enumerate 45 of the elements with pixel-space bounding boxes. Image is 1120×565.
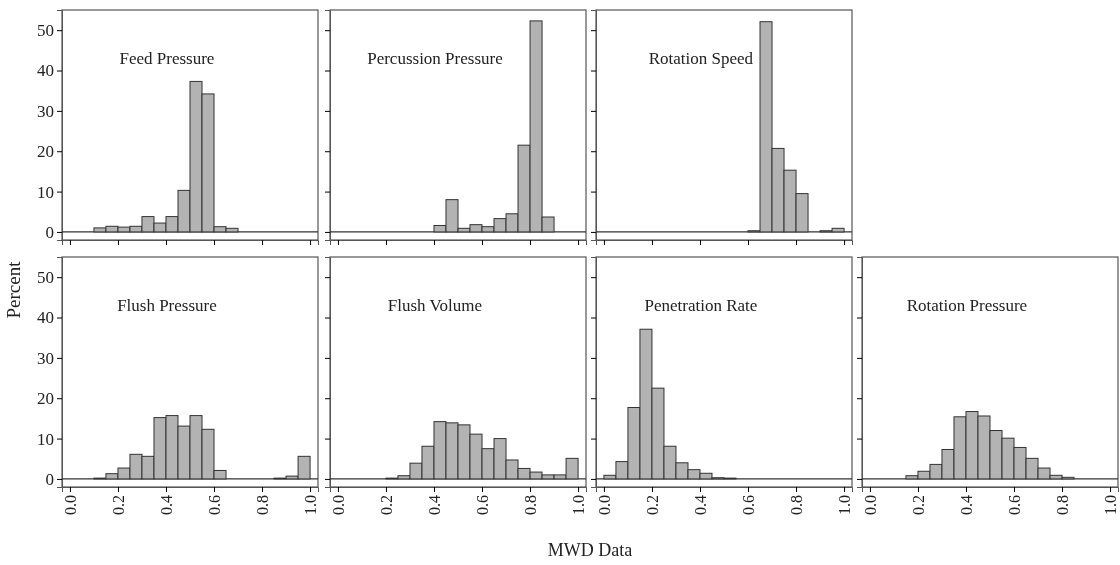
x-tick-label: 1.0 xyxy=(1101,495,1119,515)
y-tick-label: 30 xyxy=(37,101,54,121)
x-tick-label: 0.4 xyxy=(957,495,975,515)
x-tick-label: 0.2 xyxy=(109,495,127,515)
x-tick-label: 0.2 xyxy=(909,495,927,515)
x-tick-label: 0.6 xyxy=(739,495,757,515)
x-tick-label: 0.8 xyxy=(521,495,539,515)
text: Feed Pressure xyxy=(119,49,215,68)
x-tick-label: 0.6 xyxy=(205,495,223,515)
text: Rotation Speed xyxy=(648,49,754,68)
x-tick-label: 0.6 xyxy=(473,495,491,515)
x-tick-label: 0.4 xyxy=(425,495,443,515)
x-tick-label: 0.2 xyxy=(643,495,661,515)
text: Rotation Pressure xyxy=(906,296,1028,315)
x-tick-label: 1.0 xyxy=(301,495,319,515)
y-tick-label: 10 xyxy=(37,182,54,202)
x-tick-label: 0.2 xyxy=(377,495,395,515)
y-tick-label: 20 xyxy=(37,142,54,162)
x-tick-label: 0.0 xyxy=(861,495,879,515)
text: Flush Volume xyxy=(387,296,483,315)
y-tick-label: 10 xyxy=(37,429,54,449)
y-tick-label: 50 xyxy=(37,268,54,288)
text: Flush Pressure xyxy=(117,296,217,315)
x-tick-label: 0.0 xyxy=(329,495,347,515)
x-tick-label: 0.8 xyxy=(253,495,271,515)
x-tick-label: 0.8 xyxy=(1053,495,1071,515)
x-tick-label: 0.0 xyxy=(595,495,613,515)
text: Percussion Pressure xyxy=(367,49,503,68)
x-tick-label: 0.8 xyxy=(787,495,805,515)
y-tick-label: 20 xyxy=(37,389,54,409)
text: Penetration Rate xyxy=(644,296,758,315)
y-tick-label: 50 xyxy=(37,21,54,41)
x-tick-label: 1.0 xyxy=(569,495,587,515)
y-tick-label: 0 xyxy=(45,469,54,489)
x-tick-label: 0.6 xyxy=(1005,495,1023,515)
y-tick-label: 40 xyxy=(37,308,54,328)
y-tick-label: 0 xyxy=(45,222,54,242)
y-tick-label: 40 xyxy=(37,61,54,81)
x-axis-title: MWD Data xyxy=(547,540,633,560)
x-tick-label: 1.0 xyxy=(835,495,853,515)
y-axis-title: Percent xyxy=(3,260,24,319)
x-tick-label: 0.4 xyxy=(691,495,709,515)
x-tick-label: 0.4 xyxy=(157,495,175,515)
y-tick-label: 30 xyxy=(37,348,54,368)
x-tick-label: 0.0 xyxy=(61,495,79,515)
